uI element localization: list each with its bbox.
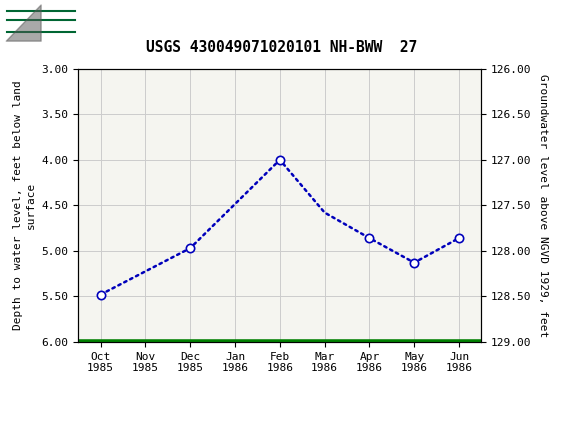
Bar xyxy=(6,4,75,41)
Y-axis label: Groundwater level above NGVD 1929, feet: Groundwater level above NGVD 1929, feet xyxy=(538,74,548,337)
Text: USGS 430049071020101 NH-BWW  27: USGS 430049071020101 NH-BWW 27 xyxy=(146,40,417,55)
Y-axis label: Depth to water level, feet below land
surface: Depth to water level, feet below land su… xyxy=(13,80,36,330)
Text: USGS: USGS xyxy=(87,13,147,32)
Legend: Period of approved data: Period of approved data xyxy=(168,427,392,430)
